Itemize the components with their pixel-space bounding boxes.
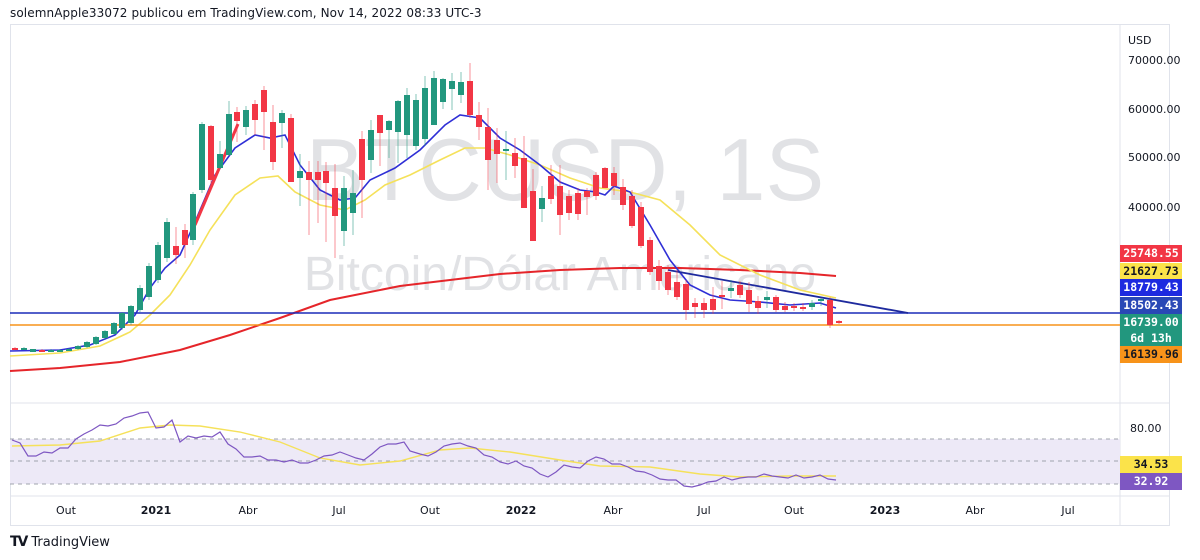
horizontal-lines <box>10 269 1120 326</box>
svg-text:BTCUSD, 1S: BTCUSD, 1S <box>306 120 824 219</box>
footer: TV TradingView <box>10 534 110 550</box>
ma9-tag: 18779.43 <box>1120 279 1182 296</box>
time-tick-label: Abr <box>965 504 985 517</box>
ma21-tag: 21627.73 <box>1120 263 1182 280</box>
time-tick-label: Jul <box>697 504 711 517</box>
price-tick-label: 50000.00 <box>1128 151 1181 164</box>
time-tick-label: 2021 <box>140 504 172 517</box>
time-tick-label: 2023 <box>869 504 901 517</box>
time-tick-label: Abr <box>238 504 258 517</box>
countdown-tag: 6d 13h <box>1120 330 1182 347</box>
rsi-pane <box>10 411 1120 488</box>
ma21-line <box>9 147 837 357</box>
tradingview-logo-icon: TV <box>10 534 28 550</box>
rsi-ma-tag: 34.53 <box>1120 456 1182 473</box>
time-tick-label: 2022 <box>505 504 537 517</box>
price-tick-label: 40000.00 <box>1128 201 1181 214</box>
price-tick-label: 60000.00 <box>1128 103 1181 116</box>
time-tick-label: Out <box>420 504 440 517</box>
rsi-tick-label: 80.00 <box>1130 422 1162 435</box>
publish-caption: solemnApple33072 publicou em TradingView… <box>10 6 482 20</box>
ma200-line <box>9 267 837 372</box>
ma200-tag: 25748.55 <box>1120 245 1182 262</box>
time-tick-label: Out <box>56 504 76 517</box>
time-tick-label: Abr <box>603 504 623 517</box>
symbol-watermark: BTCUSD, 1S Bitcoin/Dólar Americano <box>304 120 824 301</box>
footer-brand: TradingView <box>31 534 110 550</box>
time-tick-label: Out <box>784 504 804 517</box>
time-tick-label: Jul <box>1061 504 1075 517</box>
orange-line-tag: 16139.96 <box>1120 346 1182 363</box>
price-tick-label: 70000.00 <box>1128 54 1181 67</box>
time-tick-label: Jul <box>332 504 346 517</box>
currency-label: USD <box>1128 34 1152 47</box>
last-price-tag: 16739.00 <box>1120 314 1182 331</box>
candlestick-series <box>12 63 842 352</box>
rsi-value-tag: 32.92 <box>1120 473 1182 490</box>
support-line-tag: 18502.43 <box>1120 297 1182 314</box>
